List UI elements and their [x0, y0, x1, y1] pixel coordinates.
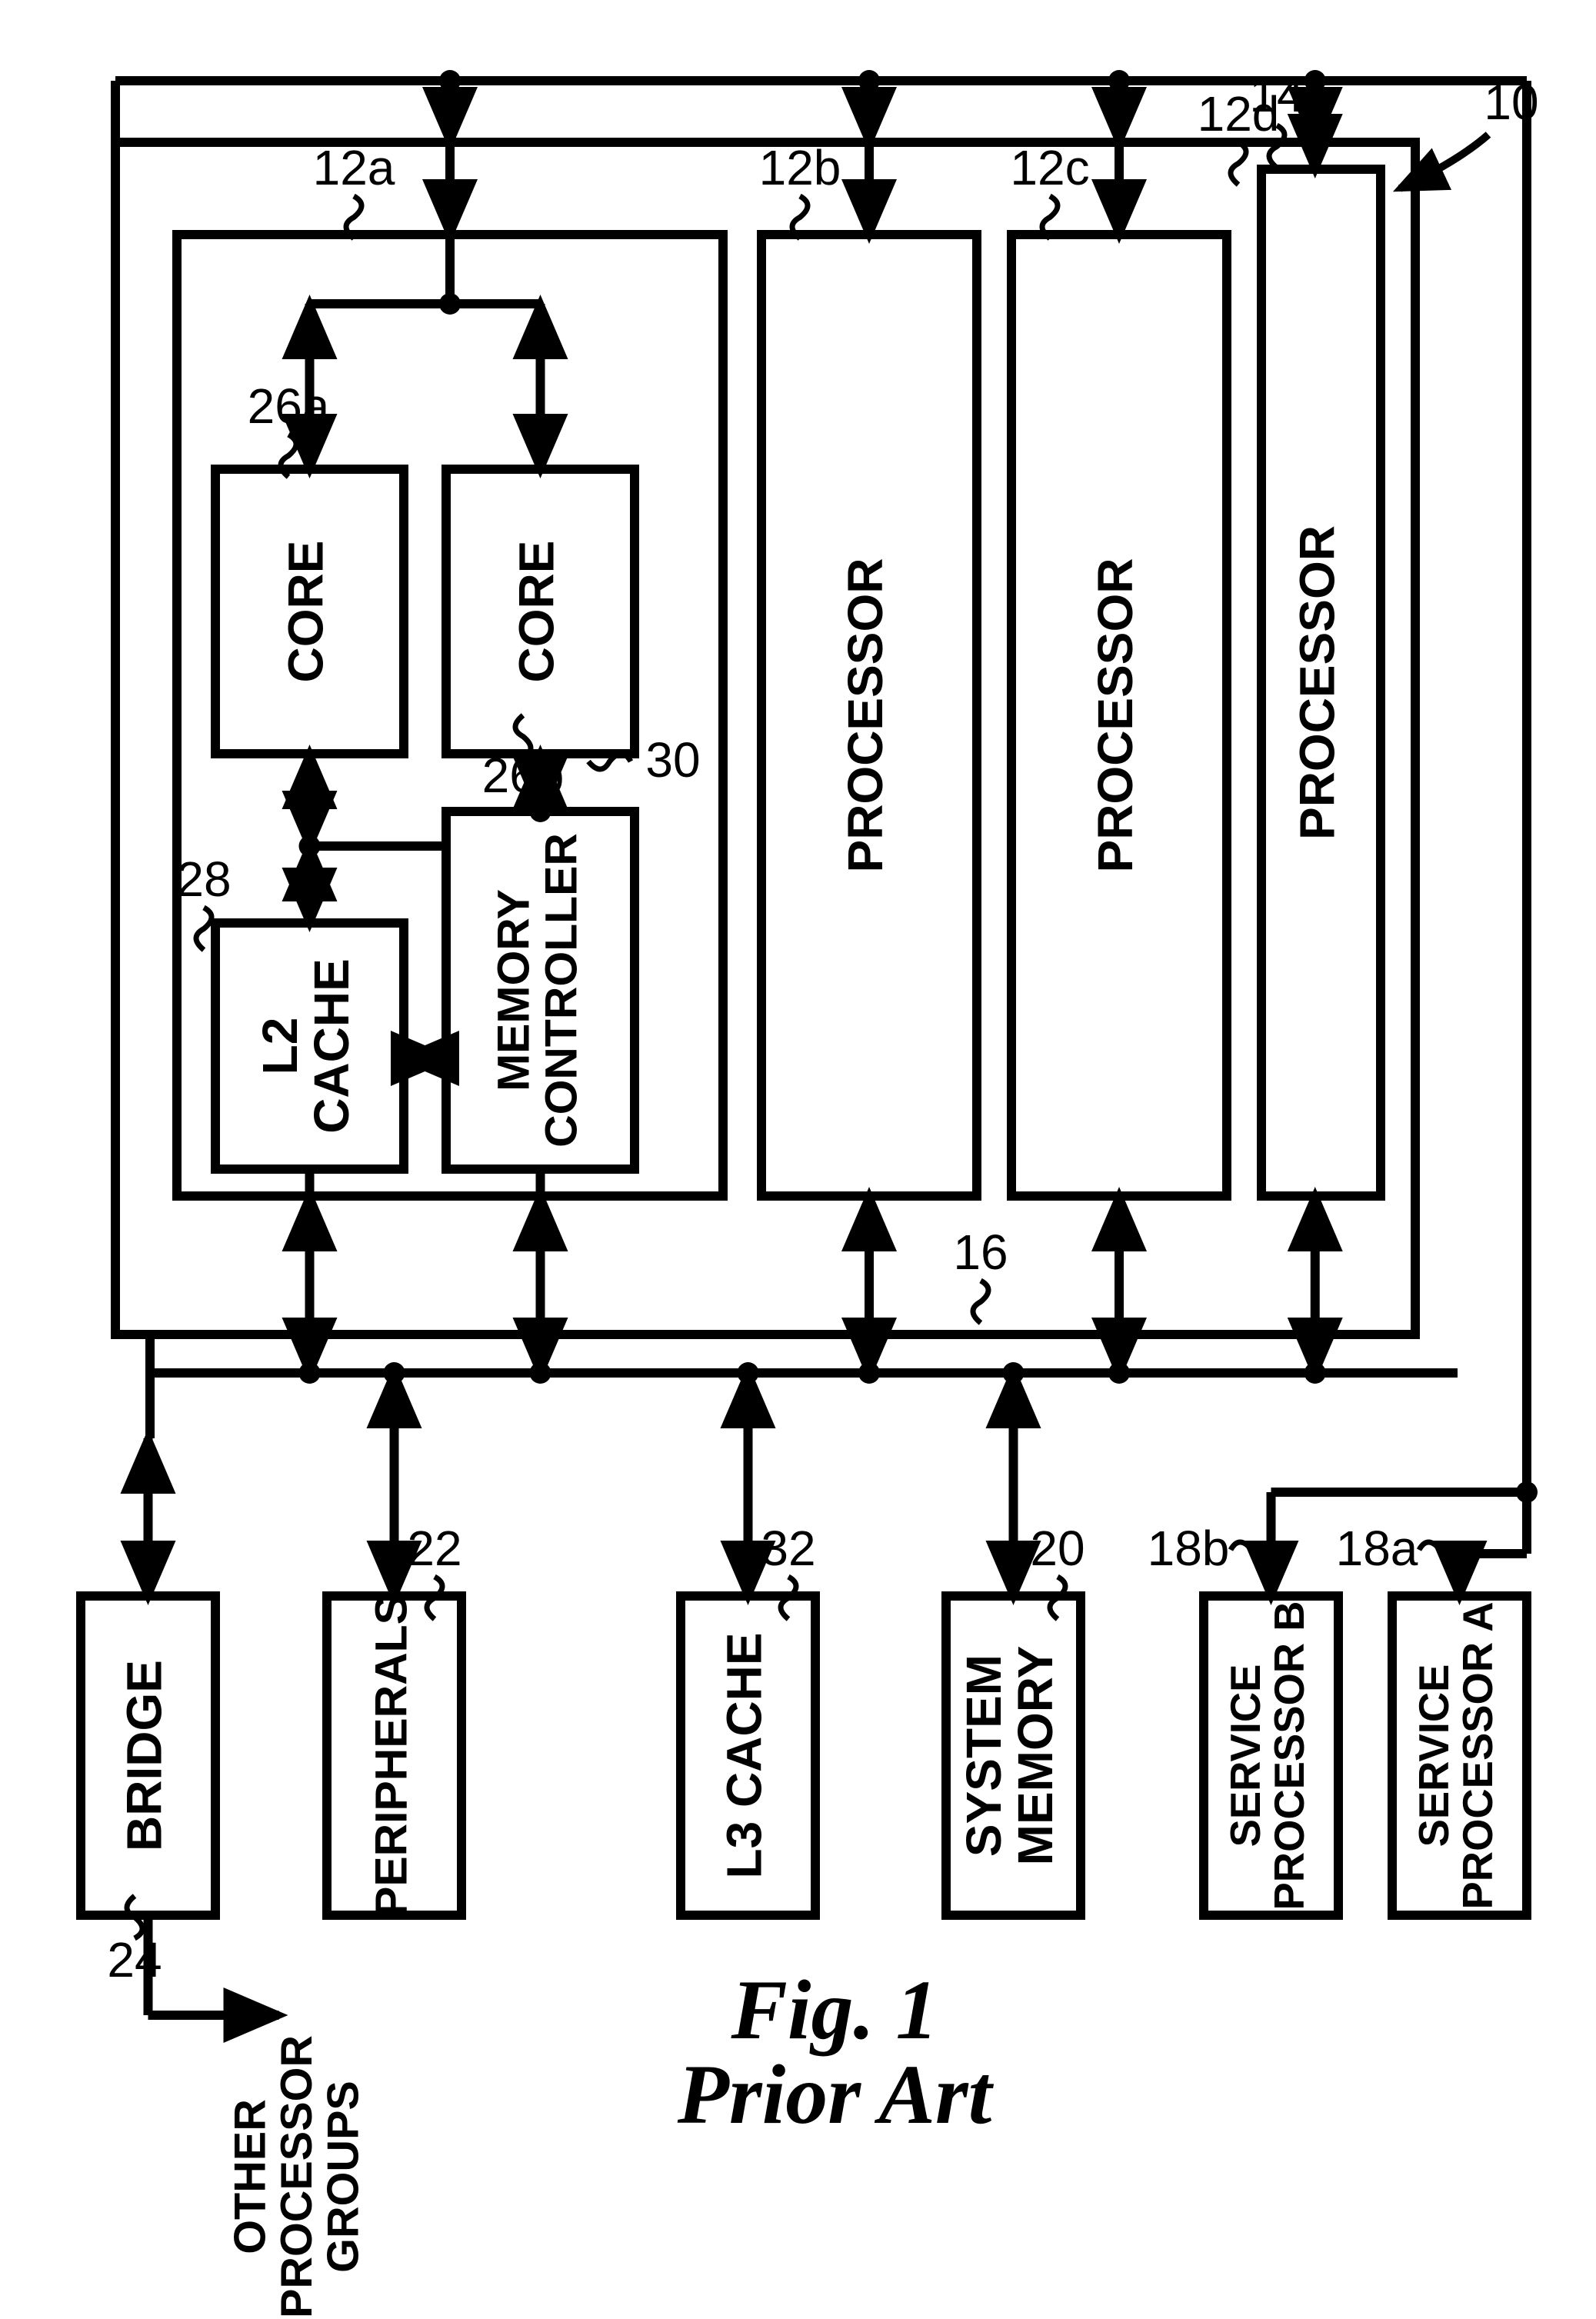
- svg-text:CORE: CORE: [508, 541, 564, 683]
- svg-text:PROCESSOR: PROCESSOR: [1289, 525, 1344, 840]
- label-proc-d: PROCESSOR: [1289, 525, 1344, 840]
- label-other-groups: OTHERPROCESSORGROUPS: [226, 2035, 368, 2318]
- ref-24: 24: [107, 1932, 162, 1987]
- svg-text:L2CACHE: L2CACHE: [252, 958, 359, 1134]
- ref-30: 30: [645, 732, 700, 788]
- diagram-svg: PROCESSOR PROCESSOR PROCESSOR CORE CORE L2CAC…: [0, 0, 1596, 2319]
- svg-text:SERVICEPROCESSOR A: SERVICEPROCESSOR A: [1411, 1602, 1501, 1910]
- svg-text:PROCESSOR: PROCESSOR: [1088, 558, 1143, 873]
- ref-16: 16: [953, 1224, 1008, 1280]
- label-l2: L2CACHE: [252, 958, 359, 1134]
- ref-12d: 12d: [1198, 86, 1280, 142]
- label-sysmem: SYSTEMMEMORY: [956, 1646, 1063, 1866]
- label-memctl: MEMORYCONTROLLER: [488, 833, 586, 1148]
- label-periph: PERIPHERALS: [366, 1594, 416, 1917]
- svg-text:SERVICEPROCESSOR B: SERVICEPROCESSOR B: [1222, 1601, 1313, 1911]
- svg-text:SYSTEMMEMORY: SYSTEMMEMORY: [956, 1646, 1063, 1866]
- svg-text:CORE: CORE: [278, 541, 333, 683]
- ref-12b: 12b: [759, 140, 841, 195]
- ref-12a: 12a: [313, 140, 395, 195]
- svg-text:L3 CACHE: L3 CACHE: [716, 1632, 771, 1878]
- ref-10: 10: [1484, 75, 1538, 130]
- svg-text:MEMORYCONTROLLER: MEMORYCONTROLLER: [488, 833, 586, 1148]
- label-core-a: CORE: [278, 541, 333, 683]
- svg-text:OTHERPROCESSORGROUPS: OTHERPROCESSORGROUPS: [226, 2035, 368, 2318]
- label-proc-c: PROCESSOR: [1088, 558, 1143, 873]
- ref-32: 32: [761, 1521, 815, 1576]
- label-bridge: BRIDGE: [116, 1660, 172, 1851]
- svg-text:PROCESSOR: PROCESSOR: [838, 558, 893, 873]
- figure-prior-art: Prior Art: [677, 2047, 995, 2141]
- ref-26a: 26a: [248, 378, 330, 434]
- svg-text:BRIDGE: BRIDGE: [116, 1660, 172, 1851]
- diagram-page: PROCESSOR PROCESSOR PROCESSOR CORE CORE L2CAC…: [0, 0, 1596, 2319]
- label-svc-a: SERVICEPROCESSOR A: [1411, 1602, 1501, 1910]
- label-l3: L3 CACHE: [716, 1632, 771, 1878]
- ref-22: 22: [407, 1521, 461, 1576]
- ref-18b: 18b: [1148, 1521, 1230, 1576]
- ref-20: 20: [1030, 1521, 1085, 1576]
- ref-12c: 12c: [1010, 140, 1089, 195]
- label-svc-b: SERVICEPROCESSOR B: [1222, 1601, 1313, 1911]
- label-proc-b: PROCESSOR: [838, 558, 893, 873]
- ref-18a: 18a: [1336, 1521, 1418, 1576]
- ref-28: 28: [176, 851, 231, 907]
- label-core-b: CORE: [508, 541, 564, 683]
- figure-number: Fig. 1: [731, 1963, 938, 2057]
- svg-text:PERIPHERALS: PERIPHERALS: [366, 1594, 416, 1917]
